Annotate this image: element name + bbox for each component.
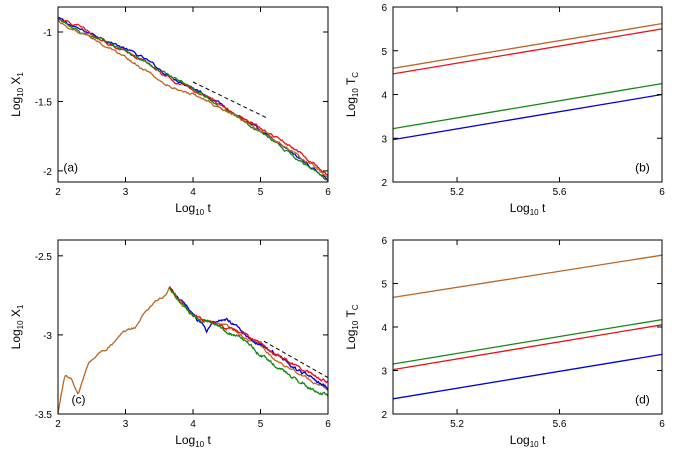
y-tick-label: 6 <box>381 3 387 14</box>
series-line-green <box>58 17 328 182</box>
x-tick-label: 6 <box>659 187 665 198</box>
series-line-green <box>393 318 662 365</box>
x-tick-label: 2 <box>55 187 61 198</box>
plot-frame <box>57 6 329 183</box>
x-axis-label: Log10 t <box>510 433 546 449</box>
series-group <box>58 286 328 414</box>
y-axis-label: Log10 TC <box>344 72 360 117</box>
panel-a: 2 3 4 5 6 -1 -1.5 -2 Log10 t Log10 X1 (a) <box>9 6 331 217</box>
y-tick-label: 5 <box>381 47 387 58</box>
x-tick-label: 2 <box>55 419 61 430</box>
series-line-red <box>58 17 328 177</box>
y-tick-label: -2 <box>43 167 52 178</box>
x-tick-label: 5 <box>258 419 264 430</box>
x-tick-label: 5.2 <box>450 187 464 198</box>
y-tick-label: 3 <box>381 134 387 145</box>
series-group <box>393 254 662 400</box>
y-tick-label: -3 <box>43 331 52 342</box>
y-tick-label: 2 <box>381 410 387 421</box>
series-line-blue <box>393 93 662 141</box>
series-line-brown <box>393 22 662 69</box>
y-tick-label: 4 <box>381 323 387 334</box>
y-tick-label: 3 <box>381 367 387 378</box>
y-axis-label: Log10 X1 <box>9 304 25 349</box>
x-tick-label: 3 <box>123 187 129 198</box>
y-tick-label: -1.5 <box>35 97 53 108</box>
panel-d: 5.2 5.6 6 2 3 4 5 6 Log10 t Log10 TC (d) <box>344 236 665 449</box>
y-tick-label: 4 <box>381 91 387 102</box>
x-tick-label: 5 <box>258 187 264 198</box>
panel-label: (d) <box>635 393 650 407</box>
x-tick-label: 3 <box>123 419 129 430</box>
y-tick-label: -1 <box>43 28 52 39</box>
series-line-blue <box>393 353 662 400</box>
y-tick-label: -3.5 <box>35 410 53 421</box>
y-axis-label: Log10 X1 <box>9 72 25 117</box>
series-line-brown <box>58 20 328 179</box>
y-axis-label: Log10 TC <box>344 304 360 349</box>
y-tick-label: 5 <box>381 280 387 291</box>
series-line-slope <box>263 340 328 379</box>
series-line-brown <box>58 287 328 414</box>
x-axis-label: Log10 t <box>510 201 546 217</box>
series-line-brown <box>393 254 662 299</box>
series-group <box>393 22 662 141</box>
panel-label: (a) <box>63 161 78 175</box>
series-line-red <box>169 286 328 384</box>
series-group <box>58 16 328 182</box>
x-axis-label: Log10 t <box>175 201 211 217</box>
y-tick-label: 6 <box>381 236 387 247</box>
series-line-green <box>168 286 328 397</box>
x-tick-label: 5.2 <box>450 419 464 430</box>
series-line-green <box>393 82 662 130</box>
x-axis-label: Log10 t <box>175 433 211 449</box>
plot-frame <box>392 239 663 415</box>
x-tick-label: 5.6 <box>553 187 567 198</box>
panel-label: (b) <box>635 161 650 175</box>
x-tick-label: 6 <box>325 419 331 430</box>
panel-c: 2 3 4 5 6 -2.5 -3 -3.5 Log10 t Log10 X1 (c) <box>9 239 331 449</box>
x-tick-label: 4 <box>190 419 196 430</box>
series-line-red <box>393 324 662 371</box>
x-tick-label: 4 <box>190 187 196 198</box>
plot-frame <box>57 239 329 415</box>
series-line-blue <box>169 286 328 390</box>
y-tick-label: -2.5 <box>35 252 53 263</box>
y-tick-label: 2 <box>381 178 387 189</box>
series-line-red <box>393 28 662 75</box>
x-tick-label: 6 <box>325 187 331 198</box>
panel-b: 5.2 5.6 6 2 3 4 5 6 Log10 t Log10 TC (b) <box>344 3 665 217</box>
x-tick-label: 5.6 <box>553 419 567 430</box>
x-tick-label: 6 <box>659 419 665 430</box>
panel-label: (c) <box>72 393 86 407</box>
plot-frame <box>392 6 663 183</box>
